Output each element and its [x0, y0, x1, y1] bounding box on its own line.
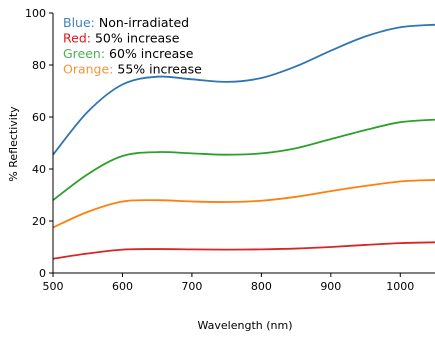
legend-entry-blue: Blue: Non-irradiated — [63, 15, 189, 30]
legend-description-blue: Non-irradiated — [95, 15, 189, 30]
legend-description-orange: 55% increase — [113, 62, 202, 77]
legend-description-green: 60% increase — [105, 46, 194, 61]
series-line-0 — [52, 23, 435, 156]
y-tick-label-80: 80 — [32, 59, 46, 72]
x-tick-label-800: 800 — [251, 280, 272, 293]
y-axis-label: % Reflectivity — [7, 106, 20, 182]
x-tick-label-500: 500 — [43, 280, 64, 293]
y-tick-label-0: 0 — [39, 267, 46, 280]
legend-key-red: Red: — [63, 31, 91, 46]
x-tick-label-600: 600 — [112, 280, 133, 293]
y-tick-label-20: 20 — [32, 215, 46, 228]
y-tick-label-60: 60 — [32, 111, 46, 124]
series-line-3 — [52, 179, 435, 229]
legend-entry-red: Red: 50% increase — [63, 31, 180, 46]
legend-entry-orange: Orange: 55% increase — [63, 62, 202, 77]
series-line-1 — [52, 241, 435, 260]
y-tick-label-100: 100 — [25, 7, 46, 20]
legend-key-orange: Orange: — [63, 62, 113, 77]
x-tick-label-900: 900 — [320, 280, 341, 293]
y-tick-label-40: 40 — [32, 163, 46, 176]
x-tick-label-700: 700 — [181, 280, 202, 293]
series-line-2 — [52, 118, 435, 201]
x-tick-label-1000: 1000 — [386, 280, 414, 293]
series-layer — [52, 23, 435, 260]
legend-key-blue: Blue: — [63, 15, 95, 30]
legend-entry-green: Green: 60% increase — [63, 46, 194, 61]
legend-key-green: Green: — [63, 46, 105, 61]
legend-description-red: 50% increase — [91, 31, 180, 46]
axes-layer: 500 600 700 800 900 1000 0 20 40 60 80 100 — [25, 7, 435, 293]
x-axis-label: Wavelength (nm) — [197, 319, 292, 332]
